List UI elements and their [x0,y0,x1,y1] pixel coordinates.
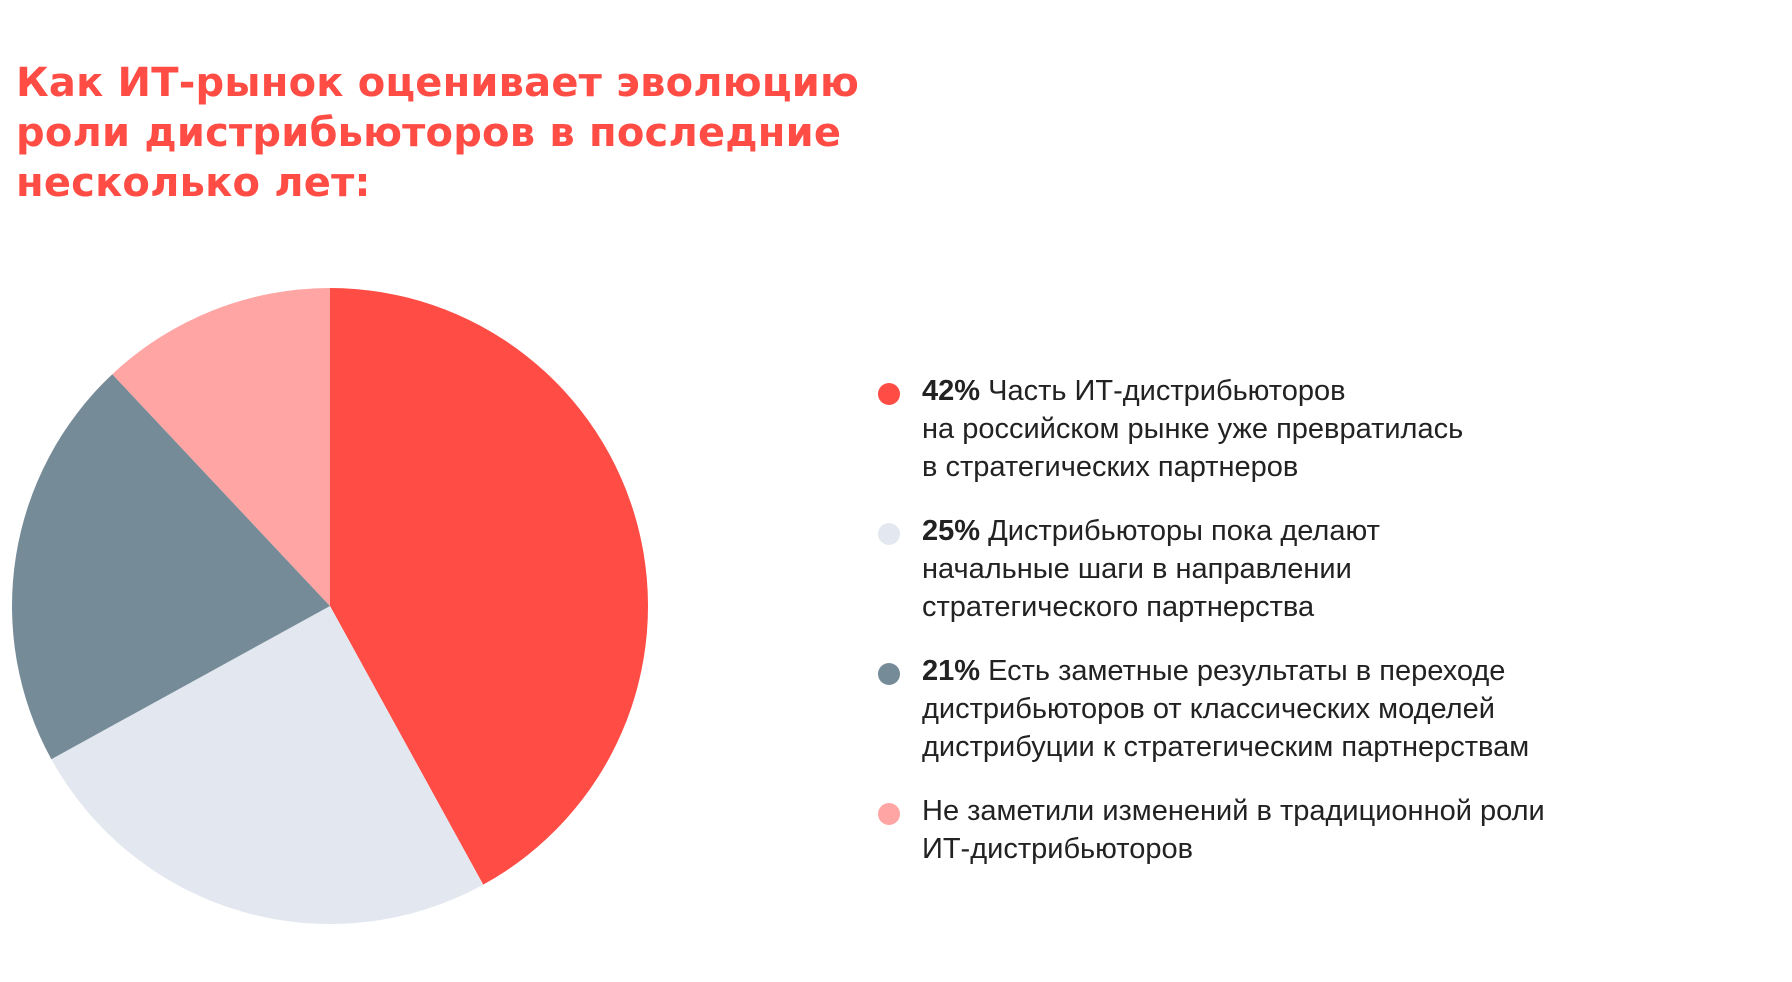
chart-title-line: Как ИТ-рынок оценивает эволюцию [16,60,860,106]
legend-percent: 42% [922,375,981,407]
legend-text: 21% Есть заметные результаты в переходе … [922,655,1529,763]
legend-text: 25% Дистрибьюторы пока делают начальные … [922,515,1380,623]
legend-marker [878,383,900,405]
legend-label: Есть заметные результаты в переходе дист… [922,655,1530,763]
legend-label: Не заметили изменений в традиционной рол… [922,795,1545,865]
legend-marker [878,663,900,685]
legend-label: Дистрибьюторы пока делают начальные шаги… [922,515,1380,623]
chart-title-line: несколько лет: [16,160,371,206]
pie-slice [112,288,330,606]
chart-legend: 42% Часть ИТ-дистрибьюторов на российско… [870,372,1650,894]
chart-title: Как ИТ-рынок оценивает эволюцию роли дис… [16,58,916,208]
legend-percent: 25% [922,515,981,547]
pie-slice [330,288,648,885]
pie-chart [10,286,650,926]
pie-slice [51,606,484,924]
legend-percent: 21% [922,655,981,687]
legend-item: 42% Часть ИТ-дистрибьюторов на российско… [870,372,1650,486]
legend-item: 25% Дистрибьюторы пока делают начальные … [870,512,1650,626]
legend-marker [878,803,900,825]
pie-chart-svg [12,288,648,924]
legend-item: 21% Есть заметные результаты в переходе … [870,652,1650,766]
legend-label: Часть ИТ-дистрибьюторов на российском ры… [922,375,1464,483]
legend-text: Не заметили изменений в традиционной рол… [922,795,1545,865]
chart-title-line: роли дистрибьюторов в последние [16,110,842,156]
pie-slice [12,374,331,760]
legend-marker [878,523,900,545]
legend-item: Не заметили изменений в традиционной рол… [870,792,1650,868]
legend-text: 42% Часть ИТ-дистрибьюторов на российско… [922,375,1463,483]
